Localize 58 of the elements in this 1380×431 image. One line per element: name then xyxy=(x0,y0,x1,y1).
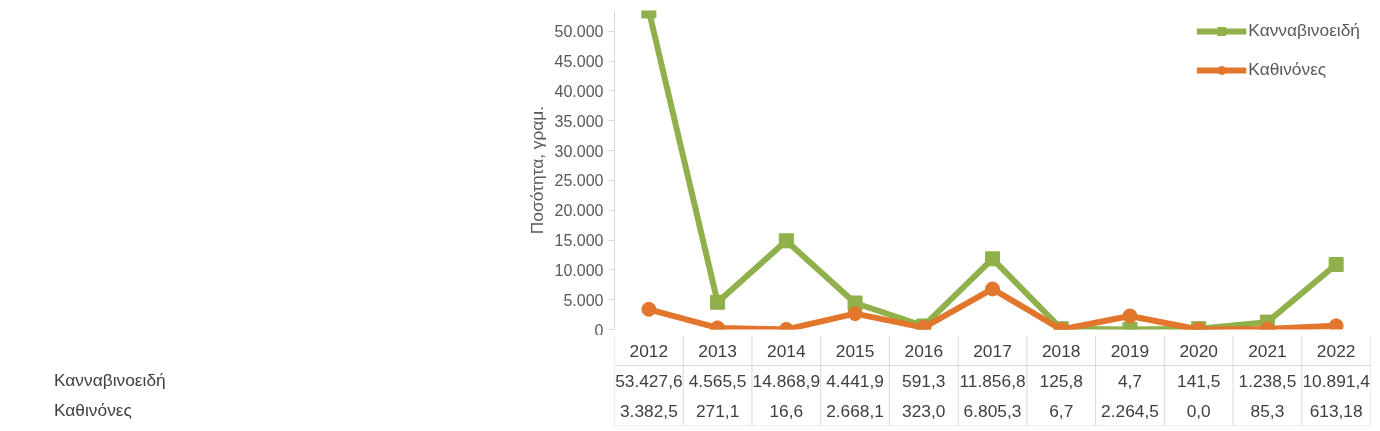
data-label: 323,0 xyxy=(902,400,946,421)
x-tick-label: 2021 xyxy=(1248,340,1287,361)
data-label: 10.891,4 xyxy=(1302,370,1371,391)
data-label: 591,3 xyxy=(902,370,946,391)
x-tick-label: 2016 xyxy=(904,340,944,361)
y-tick-label: 35.000 xyxy=(554,112,604,130)
point xyxy=(778,233,794,249)
data-label: 6,7 xyxy=(1049,400,1074,421)
y-tick-label: 5.000 xyxy=(563,291,604,309)
point xyxy=(985,281,1000,297)
point xyxy=(1328,318,1344,330)
data-label: 16,6 xyxy=(769,400,804,421)
data-label: 14.868,9 xyxy=(752,370,821,391)
y-tick-label: 25.000 xyxy=(554,172,604,190)
y-axis-title: Ποσότητα, γραμ. xyxy=(526,105,547,235)
data-label: 0,0 xyxy=(1186,400,1211,421)
x-tick-label: 2019 xyxy=(1110,340,1150,361)
data-label: 6.805,3 xyxy=(963,400,1022,421)
text: Καθινόνες xyxy=(54,399,132,420)
data-label: 2.264,5 xyxy=(1101,400,1159,421)
data-label: 4,7 xyxy=(1117,370,1142,391)
data-label: 53.427,6 xyxy=(615,370,683,391)
point xyxy=(1328,257,1344,273)
text: Κανναβινοειδή xyxy=(54,369,166,390)
y-tick-label: 45.000 xyxy=(554,53,604,71)
y-tick-label: 15.000 xyxy=(554,232,604,250)
data-label: 4.441,9 xyxy=(826,370,884,391)
x-tick-label: 2020 xyxy=(1179,340,1218,361)
legend-label: Κανναβινοειδή xyxy=(1248,20,1360,41)
x-tick-label: 2017 xyxy=(973,340,1012,361)
point xyxy=(710,294,726,310)
data-label: 11.856,8 xyxy=(959,370,1026,391)
x-tick-label: 2022 xyxy=(1316,340,1356,361)
x-tick-label: 2014 xyxy=(767,340,806,361)
x-tick-label: 2018 xyxy=(1041,340,1081,361)
x-tick-label: 2013 xyxy=(698,340,737,361)
y-tick-label: 50.000 xyxy=(554,23,604,41)
y-tick-label: 30.000 xyxy=(554,142,604,160)
data-label: 4.565,5 xyxy=(688,370,747,391)
x-tick-label: 2012 xyxy=(629,340,669,361)
data-label: 3.382,5 xyxy=(619,400,678,421)
y-tick-label: 10.000 xyxy=(554,261,604,279)
x-tick-label: 2015 xyxy=(835,340,875,361)
y-tick-label: 20.000 xyxy=(554,202,604,220)
y-tick-label: 40.000 xyxy=(554,83,604,100)
legend-label: Καθινόνες xyxy=(1248,59,1327,80)
point xyxy=(847,306,863,322)
data-label: 2.668,1 xyxy=(826,400,884,421)
y-tick-label: 0 xyxy=(594,321,604,339)
point xyxy=(985,251,1000,267)
data-label: 613,18 xyxy=(1309,400,1363,421)
data-label: 271,1 xyxy=(695,400,740,421)
data-label: 125,8 xyxy=(1039,370,1083,391)
point xyxy=(641,301,657,317)
data-label: 85,3 xyxy=(1250,400,1285,421)
data-label: 141,5 xyxy=(1177,370,1221,391)
point xyxy=(1122,308,1138,324)
data-label: 1.238,5 xyxy=(1238,370,1297,391)
